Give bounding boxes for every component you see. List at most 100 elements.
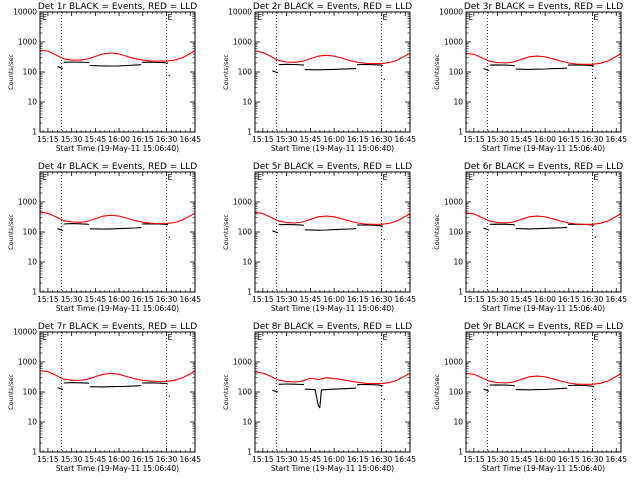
- x-tick-label: 15:30: [61, 455, 83, 464]
- x-tick-label: 15:30: [61, 295, 83, 304]
- x-tick-label: 16:15: [558, 295, 580, 304]
- y-tick-label: 10000: [439, 8, 463, 17]
- x-tick-label: 15:30: [276, 295, 298, 304]
- y-tick-label: 1: [458, 128, 463, 137]
- events-series-line: [515, 226, 568, 230]
- events-series-line: [489, 384, 516, 387]
- lld-series-line: [39, 370, 196, 382]
- x-tick-label: 16:15: [347, 135, 369, 144]
- events-series-line: [168, 236, 171, 238]
- x-tick-label: 15:15: [252, 135, 274, 144]
- events-series-line: [304, 68, 357, 71]
- x-tick-label: 16:30: [582, 295, 604, 304]
- events-series-line: [594, 77, 597, 80]
- x-axis-label: Start Time (19-May-11 15:06:40): [482, 464, 605, 473]
- plot-frame: [39, 331, 196, 453]
- x-tick-label: 16:00: [534, 455, 556, 464]
- y-tick-label: 1000: [233, 358, 252, 367]
- flag-label-left: E: [257, 13, 262, 22]
- y-tick-label: 1: [32, 448, 37, 457]
- plot-frame: [254, 331, 411, 453]
- y-tick-label: 10000: [228, 8, 252, 17]
- y-tick-label: 10: [242, 98, 252, 107]
- lld-series-line: [465, 212, 622, 225]
- x-tick-label: 16:45: [394, 135, 416, 144]
- events-series-line: [594, 398, 597, 401]
- x-tick-label: 16:45: [179, 135, 201, 144]
- x-tick-label: 16:15: [347, 455, 369, 464]
- x-tick-label: 16:15: [347, 295, 369, 304]
- events-series-line: [57, 228, 64, 232]
- x-tick-label: 16:15: [558, 455, 580, 464]
- x-tick-label: 16:45: [605, 295, 627, 304]
- events-series-line: [594, 236, 597, 238]
- events-series-line: [141, 382, 169, 385]
- y-tick-label: 1000: [18, 38, 37, 47]
- x-tick-label: 16:00: [323, 135, 345, 144]
- panel-title: Det 4r BLACK = Events, RED = LLD: [38, 162, 197, 172]
- flag-label-right: E: [383, 333, 388, 342]
- x-tick-label: 16:00: [108, 455, 130, 464]
- x-tick-label: 15:15: [463, 455, 485, 464]
- y-tick-label: 1: [458, 448, 463, 457]
- events-series-line: [489, 64, 516, 67]
- x-axis-label: Start Time (19-May-11 15:06:40): [271, 144, 394, 153]
- events-series-line: [278, 223, 305, 227]
- flag-label-left: E: [257, 333, 262, 342]
- y-tick-label: 10000: [13, 8, 37, 17]
- events-series-line: [304, 228, 357, 231]
- x-tick-label: 15:45: [85, 295, 107, 304]
- y-tick-label: 1: [32, 128, 37, 137]
- events-series-line: [304, 387, 357, 409]
- events-series-line: [57, 66, 64, 70]
- panel-7: Det 7r BLACK = Events, RED = LLD Counts/s…: [7, 322, 201, 473]
- flag-label-right: E: [168, 173, 173, 182]
- panel-8: Det 8r BLACK = Events, RED = LLD Counts/s…: [222, 322, 416, 473]
- events-series-line: [278, 383, 305, 386]
- lld-series-line: [254, 371, 411, 385]
- y-tick-label: 100: [238, 388, 253, 397]
- y-tick-label: 1: [247, 288, 252, 297]
- events-series-line: [383, 398, 386, 401]
- y-tick-label: 1000: [18, 198, 37, 207]
- x-tick-label: 15:30: [61, 135, 83, 144]
- y-tick-label: 1: [458, 288, 463, 297]
- events-series-line: [89, 227, 142, 230]
- flag-label-left: E: [468, 173, 473, 182]
- plot-frame: [465, 331, 622, 453]
- x-tick-label: 16:45: [394, 455, 416, 464]
- y-tick-label: 100: [238, 68, 253, 77]
- events-series-line: [168, 395, 171, 397]
- panel-4: Det 4r BLACK = Events, RED = LLD Counts/s…: [7, 162, 201, 313]
- y-axis-label: Counts/sec: [7, 54, 15, 90]
- flag-label-right: E: [168, 333, 173, 342]
- x-axis-label: Start Time (19-May-11 15:06:40): [271, 464, 394, 473]
- y-axis-label: Counts/sec: [433, 374, 441, 410]
- x-tick-label: 15:30: [487, 295, 509, 304]
- x-tick-label: 16:30: [582, 135, 604, 144]
- x-tick-label: 16:15: [132, 455, 154, 464]
- events-series-line: [489, 223, 516, 226]
- events-series-line: [63, 61, 90, 64]
- events-series-line: [515, 387, 568, 391]
- flag-label-left: E: [468, 333, 473, 342]
- events-series-line: [483, 388, 490, 392]
- x-tick-label: 16:00: [108, 135, 130, 144]
- x-tick-label: 16:15: [132, 295, 154, 304]
- x-tick-label: 15:45: [300, 295, 322, 304]
- panel-title: Det 6r BLACK = Events, RED = LLD: [464, 162, 623, 172]
- events-series-line: [63, 223, 90, 226]
- x-axis-label: Start Time (19-May-11 15:06:40): [56, 304, 179, 313]
- y-tick-label: 1000: [233, 38, 252, 47]
- x-tick-label: 16:00: [323, 295, 345, 304]
- lld-series-line: [254, 50, 411, 65]
- y-tick-label: 100: [238, 228, 253, 237]
- panel-title: Det 9r BLACK = Events, RED = LLD: [464, 322, 623, 332]
- events-series-line: [278, 63, 305, 66]
- plot-frame: [465, 171, 622, 293]
- events-series-line: [383, 238, 386, 241]
- plot-frame: [465, 11, 622, 133]
- events-series-line: [272, 70, 279, 74]
- events-series-line: [567, 384, 595, 388]
- events-series-line: [57, 387, 64, 391]
